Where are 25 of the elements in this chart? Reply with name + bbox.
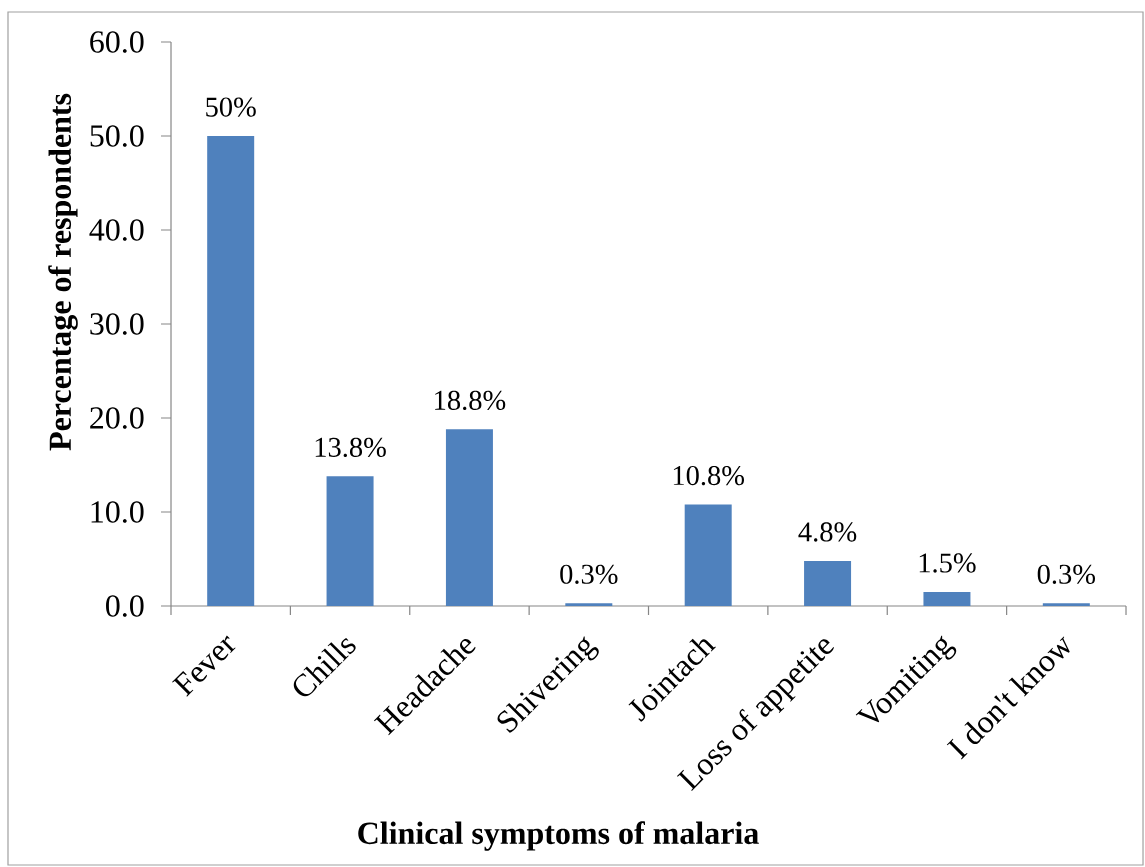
data-label: 10.8% xyxy=(673,465,745,486)
y-axis-title: Percentage of respondents xyxy=(48,93,78,451)
bar xyxy=(684,504,732,606)
bar xyxy=(923,591,971,606)
bar xyxy=(326,476,374,606)
data-label: 0.3% xyxy=(560,564,618,584)
data-label: 18.8% xyxy=(435,390,506,411)
x-axis-title: Clinical symptoms of malaria xyxy=(358,821,759,851)
bar xyxy=(565,603,613,606)
y-tick-label: 60.0 xyxy=(90,31,144,53)
y-tick-label: 40.0 xyxy=(89,219,144,241)
bar xyxy=(207,136,255,606)
bar xyxy=(1042,603,1090,606)
bar xyxy=(445,429,493,606)
y-tick-label: 10.0 xyxy=(91,501,144,523)
y-tick-label: 50.0 xyxy=(90,125,144,147)
bar xyxy=(804,560,852,606)
y-tick-label: 0.0 xyxy=(106,595,144,617)
data-label: 50% xyxy=(206,97,256,117)
y-tick-label: 20.0 xyxy=(90,407,144,429)
data-label: 1.5% xyxy=(919,553,976,573)
data-label: 4.8% xyxy=(798,522,857,542)
y-tick-label: 30.0 xyxy=(90,313,144,335)
data-label: 13.8% xyxy=(315,437,386,458)
data-label: 0.3% xyxy=(1037,564,1096,584)
